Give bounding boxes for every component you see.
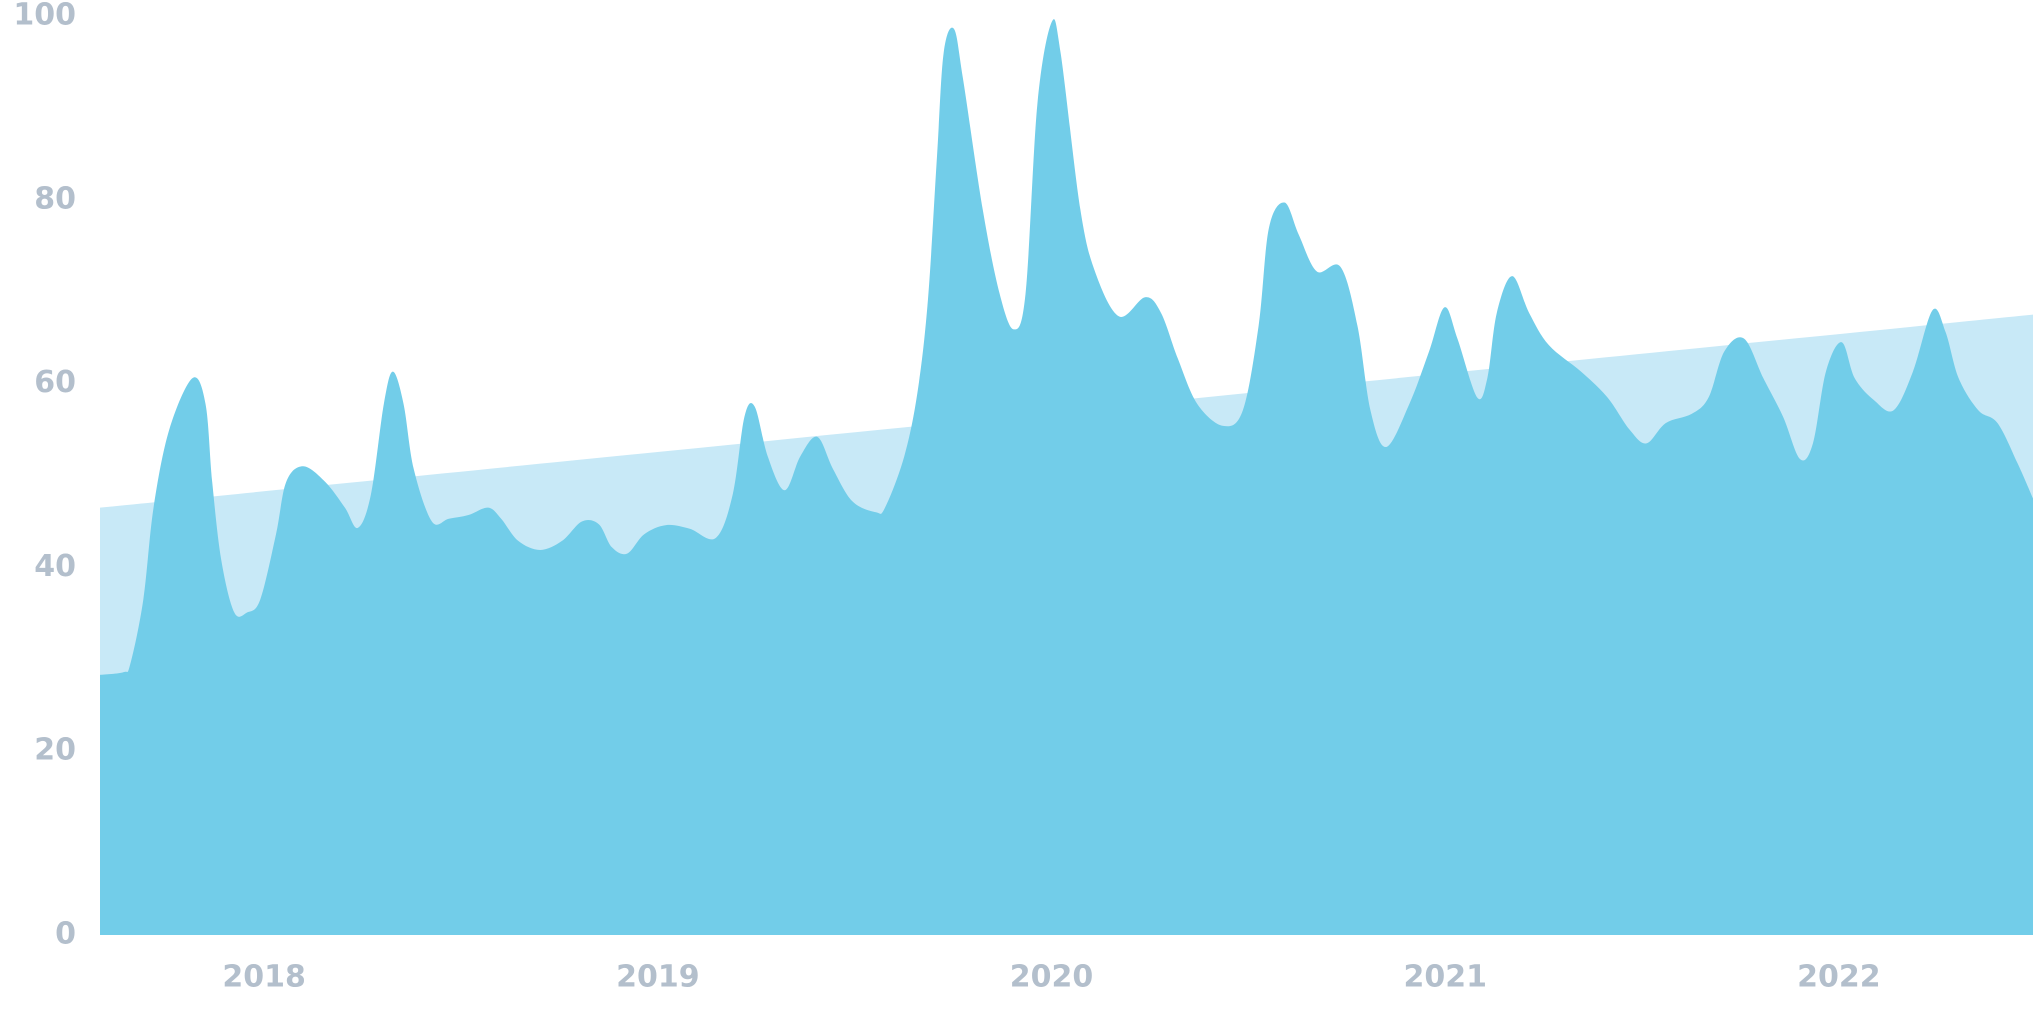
- x-tick-label: 2021: [1403, 960, 1487, 995]
- y-tick-label: 20: [34, 733, 76, 768]
- y-tick-label: 60: [34, 365, 76, 400]
- area: [100, 19, 2033, 936]
- x-tick-label: 2019: [616, 960, 700, 995]
- x-tick-label: 2020: [1010, 960, 1094, 995]
- x-tick-label: 2018: [222, 960, 306, 995]
- x-tick-label: 2022: [1797, 960, 1881, 995]
- y-tick-label: 0: [55, 917, 76, 952]
- y-tick-label: 40: [34, 549, 76, 584]
- y-tick-label: 100: [13, 0, 76, 33]
- y-tick-label: 80: [34, 181, 76, 216]
